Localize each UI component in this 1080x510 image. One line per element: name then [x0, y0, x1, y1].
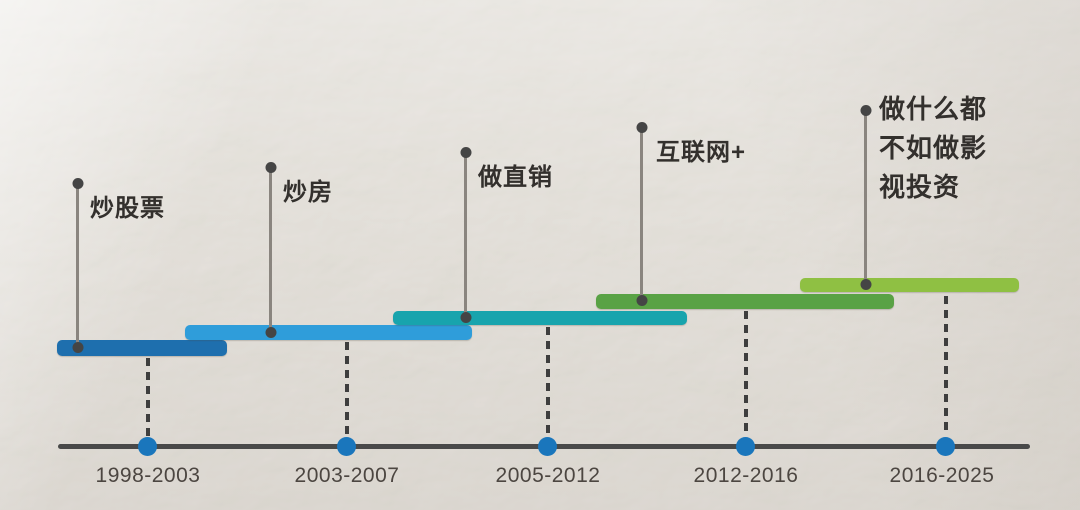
axis-dot [538, 437, 557, 456]
drop-line [944, 296, 948, 436]
connector-line [464, 152, 467, 318]
era-label: 互联网+ [656, 139, 747, 166]
axis-dot [337, 437, 356, 456]
drop-line [146, 358, 150, 436]
era-bar [393, 311, 687, 325]
connector-line [864, 110, 867, 285]
period-label: 2005-2012 [495, 464, 601, 487]
era-label: 炒房 [283, 179, 333, 206]
axis-dot [936, 437, 955, 456]
connector-line [640, 127, 643, 301]
axis-dot [736, 437, 755, 456]
period-label: 2016-2025 [889, 464, 995, 487]
period-label: 2003-2007 [294, 464, 400, 487]
era-label: 做直销 [478, 164, 553, 191]
drop-line [345, 342, 349, 436]
era-label: 做什么都不如做影视投资 [879, 94, 988, 202]
era-label: 炒股票 [90, 195, 165, 222]
drop-line [546, 327, 550, 436]
period-label: 1998-2003 [95, 464, 201, 487]
connector-line [76, 183, 79, 348]
connector-line [269, 167, 272, 333]
drop-line [744, 311, 748, 436]
era-bar [800, 278, 1019, 292]
axis-dot [138, 437, 157, 456]
era-bar [185, 325, 472, 340]
period-label: 2012-2016 [693, 464, 799, 487]
